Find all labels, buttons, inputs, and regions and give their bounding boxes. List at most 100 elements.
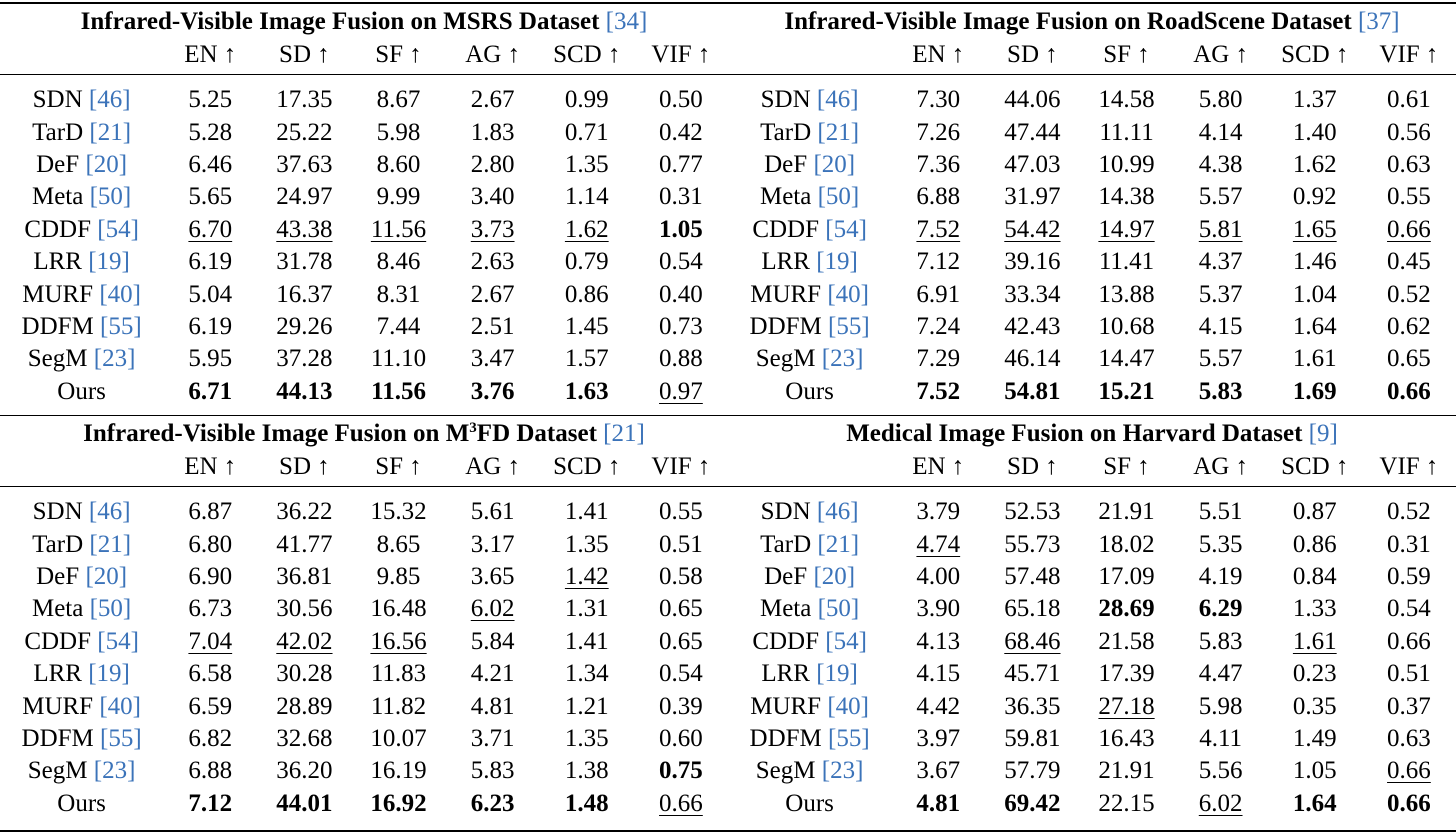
metric-cell: 27.18 [1079, 690, 1173, 722]
metric-value: 6.90 [188, 562, 233, 590]
metric-cell: 14.47 [1079, 343, 1173, 375]
metric-cell: 5.04 [163, 278, 257, 310]
metric-value: 0.51 [659, 530, 703, 558]
metric-value: 44.06 [1004, 86, 1061, 114]
citation-link[interactable]: [46] [816, 86, 859, 114]
citation-link[interactable]: [50] [817, 595, 860, 623]
metric-cell: 1.37 [1268, 84, 1362, 116]
metric-cell: 1.45 [540, 311, 634, 343]
metric-value: 6.46 [188, 150, 233, 178]
method-cell: DeF [20] [0, 561, 163, 593]
metric-value: 4.15 [916, 660, 961, 688]
metric-cell: 0.51 [1362, 658, 1456, 690]
metric-value: 11.82 [370, 692, 427, 720]
metric-cell: 55.73 [985, 528, 1079, 560]
metric-value: 0.63 [1387, 150, 1431, 178]
method-name: SDN [760, 498, 811, 526]
header-row: EN ↑ SD ↑ SF ↑ AG ↑ SCD ↑ VIF ↑ [0, 40, 728, 75]
metric-value: 3.71 [470, 724, 515, 752]
citation-link[interactable]: [20] [813, 150, 856, 178]
table-row: SegM [23] 3.67 57.79 21.91 5.56 1.05 0.66 [728, 755, 1456, 787]
metric-cell: 0.51 [634, 528, 728, 560]
metric-value: 3.47 [470, 345, 515, 373]
citation-link[interactable]: [21] [817, 118, 860, 146]
citation-link[interactable]: [46] [88, 498, 131, 526]
citation-link[interactable]: [23] [93, 757, 136, 785]
column-header: EN ↑ [163, 40, 258, 75]
method-name: CDDF [24, 627, 91, 655]
table-row: Ours 6.71 44.13 11.56 3.76 1.63 0.97 [0, 376, 728, 408]
citation-link[interactable]: [54] [825, 627, 867, 655]
citation-link[interactable]: [40] [827, 280, 869, 308]
metric-cell: 5.25 [163, 84, 257, 116]
table-row: SegM [23] 5.95 37.28 11.10 3.47 1.57 0.88 [0, 343, 728, 375]
citation-link[interactable]: [19] [816, 660, 858, 688]
metric-cell: 5.35 [1174, 528, 1268, 560]
citation-link[interactable]: [46] [816, 498, 859, 526]
method-cell: Meta [50] [0, 593, 163, 625]
metric-cell: 6.87 [163, 496, 257, 528]
citation-link[interactable]: [55] [100, 312, 142, 340]
roadscene-table-block: Infrared-Visible Image Fusion on RoadSce… [728, 4, 1456, 408]
citation-link[interactable]: [40] [827, 692, 869, 720]
table-row: SegM [23] 6.88 36.20 16.19 5.83 1.38 0.75 [0, 755, 728, 787]
metric-value: 4.15 [1198, 312, 1243, 340]
citation-link[interactable]: [19] [816, 248, 858, 276]
metric-cell: 21.91 [1079, 496, 1173, 528]
metric-cell: 13.88 [1079, 278, 1173, 310]
citation-link[interactable]: [19] [88, 660, 130, 688]
metric-value: 0.99 [564, 86, 609, 114]
top-rule [0, 2, 1456, 4]
metric-cell: 6.19 [163, 246, 257, 278]
citation-link[interactable]: [21] [89, 530, 132, 558]
citation-link[interactable]: [55] [828, 312, 870, 340]
citation-link[interactable]: [21] [603, 420, 645, 447]
citation-link[interactable]: [20] [85, 150, 128, 178]
metric-cell: 1.83 [446, 116, 540, 148]
metric-cell: 5.98 [351, 116, 445, 148]
metric-cell: 1.34 [540, 658, 634, 690]
citation-link[interactable]: [23] [821, 757, 864, 785]
citation-link[interactable]: [54] [825, 215, 867, 243]
metric-cell: 9.85 [351, 561, 445, 593]
citation-link[interactable]: [54] [97, 627, 139, 655]
citation-link[interactable]: [23] [93, 345, 136, 373]
citation-link[interactable]: [9] [1308, 420, 1338, 447]
citation-link[interactable]: [40] [99, 692, 141, 720]
table-row: DDFM [55] 6.19 29.26 7.44 2.51 1.45 0.73 [0, 311, 728, 343]
metric-value: 1.46 [1292, 248, 1337, 276]
method-cell: CDDF [54] [0, 626, 163, 658]
metric-value: 7.52 [916, 215, 961, 243]
citation-link[interactable]: [20] [813, 562, 856, 590]
citation-link[interactable]: [55] [828, 724, 870, 752]
citation-link[interactable]: [19] [88, 248, 130, 276]
metric-value: 2.63 [470, 248, 515, 276]
citation-link[interactable]: [20] [85, 562, 128, 590]
citation-link[interactable]: [21] [89, 118, 132, 146]
column-header: EN ↑ [163, 452, 258, 487]
metric-value: 57.48 [1004, 562, 1061, 590]
method-cell: DeF [20] [728, 561, 891, 593]
citation-link[interactable]: [40] [99, 280, 141, 308]
column-header: SD ↑ [985, 40, 1080, 75]
citation-link[interactable]: [50] [89, 183, 132, 211]
citation-link[interactable]: [54] [97, 215, 139, 243]
citation-link[interactable]: [37] [1357, 8, 1400, 35]
citation-link[interactable]: [34] [605, 8, 648, 35]
metric-cell: 9.99 [351, 181, 445, 213]
metric-cell: 16.43 [1079, 723, 1173, 755]
citation-link[interactable]: [21] [817, 530, 860, 558]
metric-value: 46.14 [1004, 345, 1061, 373]
metric-value: 9.99 [376, 183, 421, 211]
citation-link[interactable]: [55] [100, 724, 142, 752]
metric-cell: 0.65 [634, 626, 728, 658]
citation-link[interactable]: [23] [821, 345, 864, 373]
citation-link[interactable]: [46] [88, 86, 131, 114]
metric-value: 10.07 [370, 724, 427, 752]
metric-value: 1.61 [1292, 627, 1337, 655]
citation-link[interactable]: [50] [817, 183, 860, 211]
citation-link[interactable]: [50] [89, 595, 132, 623]
metric-value: 5.80 [1198, 86, 1243, 114]
table-row: Meta [50] 6.88 31.97 14.38 5.57 0.92 0.55 [728, 181, 1456, 213]
metric-cell: 6.29 [1174, 593, 1268, 625]
